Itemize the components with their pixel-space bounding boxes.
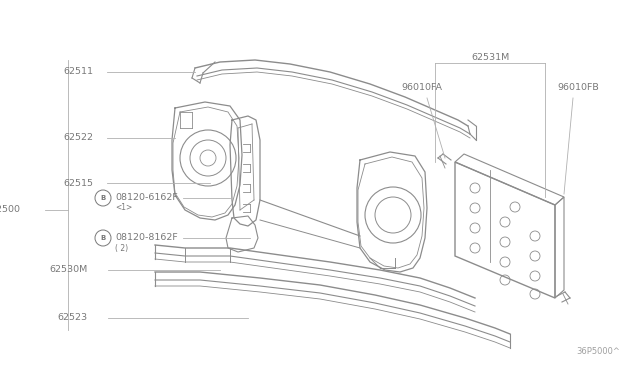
Text: 62500: 62500 [0, 205, 20, 215]
Text: 62522: 62522 [63, 134, 93, 142]
Text: ( 2): ( 2) [115, 244, 128, 253]
Text: 08120-6162F: 08120-6162F [115, 192, 178, 202]
Text: 62515: 62515 [63, 179, 93, 187]
Text: 62511: 62511 [63, 67, 93, 77]
Text: 62523: 62523 [58, 314, 88, 323]
Text: 96010FB: 96010FB [557, 83, 599, 93]
Text: B: B [100, 195, 106, 201]
Text: 62531M: 62531M [471, 54, 509, 62]
Text: 96010FA: 96010FA [401, 83, 442, 93]
Text: 08120-8162F: 08120-8162F [115, 232, 178, 241]
Text: 62530M: 62530M [50, 266, 88, 275]
Text: 36P5000^: 36P5000^ [576, 347, 620, 356]
Text: B: B [100, 235, 106, 241]
Text: <1>: <1> [115, 203, 132, 212]
